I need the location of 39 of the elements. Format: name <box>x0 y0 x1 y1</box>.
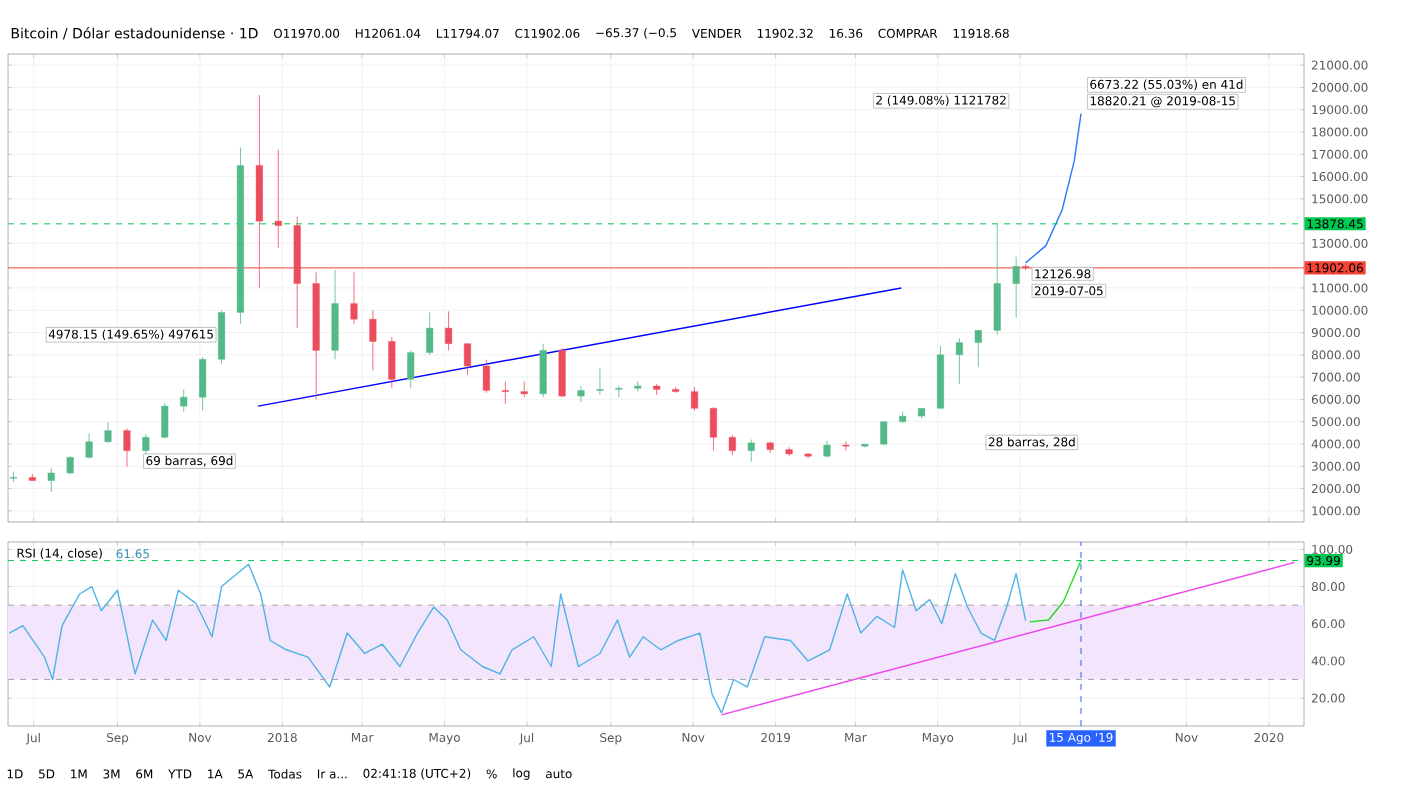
candlestick <box>180 388 188 413</box>
candlestick <box>350 271 358 325</box>
candlestick <box>615 385 623 398</box>
line-series <box>8 563 1027 714</box>
candlestick <box>691 386 699 411</box>
candlestick <box>501 381 509 405</box>
candlestick <box>577 385 585 403</box>
candlestick <box>728 434 736 456</box>
candlestick <box>274 149 282 249</box>
candlestick <box>596 367 604 396</box>
candlestick <box>104 421 112 444</box>
candlestick <box>47 468 55 493</box>
candlestick <box>463 343 471 376</box>
candlestick <box>123 427 131 468</box>
candlestick <box>407 349 415 389</box>
candlestick <box>558 347 566 398</box>
candlestick <box>369 309 377 371</box>
candlestick <box>388 336 396 389</box>
candlestick <box>1012 256 1020 319</box>
candlestick <box>9 471 17 483</box>
candlestick <box>199 356 207 411</box>
candlestick <box>747 439 755 463</box>
candlestick <box>520 381 528 398</box>
candlestick <box>85 432 93 459</box>
candlestick <box>331 269 339 360</box>
candlestick <box>709 406 717 452</box>
line-series <box>1024 113 1082 264</box>
candlestick <box>955 337 963 385</box>
candlestick <box>161 402 169 439</box>
candlestick <box>426 312 434 356</box>
candlestick <box>445 310 453 351</box>
candlestick <box>482 359 490 394</box>
candlestick <box>142 433 150 455</box>
candlestick <box>218 309 226 365</box>
candlestick <box>66 455 74 476</box>
line-series <box>1028 559 1082 623</box>
candlestick <box>539 343 547 398</box>
candlestick <box>974 329 982 368</box>
candlestick <box>993 223 1001 336</box>
